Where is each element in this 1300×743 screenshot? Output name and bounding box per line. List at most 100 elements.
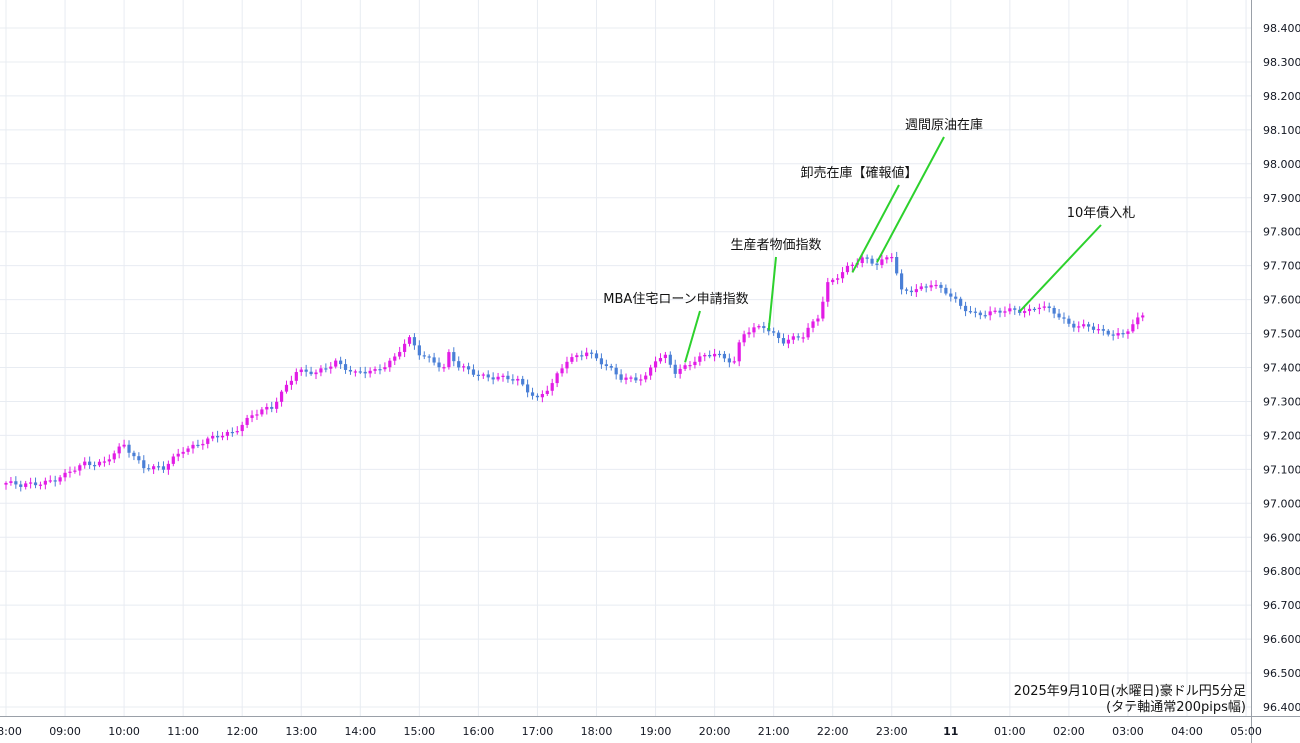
candle-body [117, 446, 121, 454]
candle-body [14, 481, 18, 485]
candle-body [1091, 326, 1096, 330]
candle-body [762, 326, 766, 329]
candle-body [708, 354, 712, 357]
candle-body [24, 483, 28, 487]
candle-body [176, 453, 180, 457]
candle-body [983, 315, 987, 317]
candle-body [560, 368, 564, 374]
candle-body [88, 461, 92, 466]
candle-body [629, 377, 633, 379]
annotation-line [767, 256, 777, 331]
candle-body [466, 366, 471, 370]
candle-body [619, 374, 623, 380]
candle-body [821, 301, 825, 319]
candle-body [904, 289, 909, 291]
annotation-line [876, 136, 945, 263]
candle-body [58, 477, 62, 482]
candle-body [683, 365, 687, 369]
candle-body [393, 356, 397, 361]
candle-body [939, 284, 943, 288]
annotation-label: 週間原油在庫 [905, 118, 983, 133]
candle-body [107, 459, 111, 462]
y-tick-label: 96.900 [1263, 531, 1300, 544]
candle-body [152, 466, 156, 470]
candle-body [752, 327, 756, 333]
candle-body [585, 352, 589, 357]
candle-body [609, 366, 613, 368]
y-tick-label: 97.900 [1263, 192, 1300, 205]
candle-body [658, 358, 663, 362]
candle-body [757, 326, 761, 328]
candle-body [845, 265, 850, 273]
candle-body [1086, 324, 1091, 327]
candle-body [860, 257, 864, 264]
time-axis[interactable]: 08:00 09:00 10:00 11:00 12:00 13:00 14:00 15:00… [0, 716, 1300, 739]
candle-body [506, 375, 510, 380]
candle-body [639, 379, 643, 381]
y-tick-label: 97.500 [1263, 328, 1300, 341]
candle-body [240, 424, 244, 432]
candle-body [693, 361, 697, 366]
candle-body [83, 461, 87, 466]
candle-body [885, 257, 889, 260]
candle-body [19, 484, 23, 487]
candle-body [1023, 311, 1027, 313]
candle-body [501, 375, 505, 377]
candle-body [540, 394, 544, 398]
x-tick-label: 15:00 [403, 725, 435, 738]
candle-body [329, 366, 333, 369]
candle-body [402, 343, 407, 352]
candle-body [230, 431, 234, 434]
candle-body [462, 366, 466, 368]
candle-body [255, 414, 259, 416]
annotation-line [851, 184, 900, 273]
candle-body [92, 465, 97, 467]
candle-body [599, 358, 604, 365]
y-tick-label: 96.500 [1263, 667, 1300, 680]
candle-body [673, 364, 677, 374]
candle-body [201, 443, 205, 446]
candle-body [412, 337, 417, 346]
candle-body [1082, 324, 1086, 327]
candle-body [38, 484, 43, 486]
candle-body [850, 264, 854, 266]
candle-body [284, 384, 289, 392]
y-tick-label: 97.100 [1263, 463, 1300, 476]
candle-body [1008, 308, 1012, 312]
candles [4, 251, 1145, 492]
candle-body [265, 406, 269, 410]
candle-body [614, 367, 618, 375]
candle-body [826, 282, 830, 302]
candle-body [112, 453, 116, 460]
candle-body [132, 452, 136, 457]
candle-body [1101, 329, 1105, 331]
y-tick-label: 96.600 [1263, 633, 1300, 646]
candle-body [575, 355, 579, 358]
candle-body [604, 364, 608, 367]
candle-body [289, 380, 294, 385]
candle-body [156, 466, 161, 468]
candle-body [526, 384, 530, 393]
candle-body [840, 272, 845, 279]
candle-body [1106, 330, 1110, 335]
annotation-label: 卸売在庫【確報値】 [800, 165, 917, 181]
candle-body [339, 360, 343, 365]
x-tick-label: 04:00 [1171, 725, 1203, 738]
candle-body [235, 431, 239, 433]
candle-body [363, 371, 367, 374]
candle-body [142, 460, 146, 469]
candle-body [427, 356, 431, 358]
price-axis[interactable]: 96.400 96.500 96.600 96.700 96.800 96.900 97.0… [1251, 0, 1300, 743]
candle-body [973, 311, 978, 313]
candle-body [653, 361, 658, 368]
candle-body [476, 374, 480, 376]
annotation-label: MBA住宅ローン申請指数 [603, 292, 748, 307]
candle-body [924, 286, 928, 288]
candle-body [644, 375, 648, 380]
candle-body [993, 310, 997, 312]
candle-body [678, 368, 682, 374]
candle-body [1047, 306, 1051, 308]
x-tick-label: 03:00 [1112, 725, 1144, 738]
candle-body [260, 409, 264, 415]
candle-body [368, 370, 372, 374]
